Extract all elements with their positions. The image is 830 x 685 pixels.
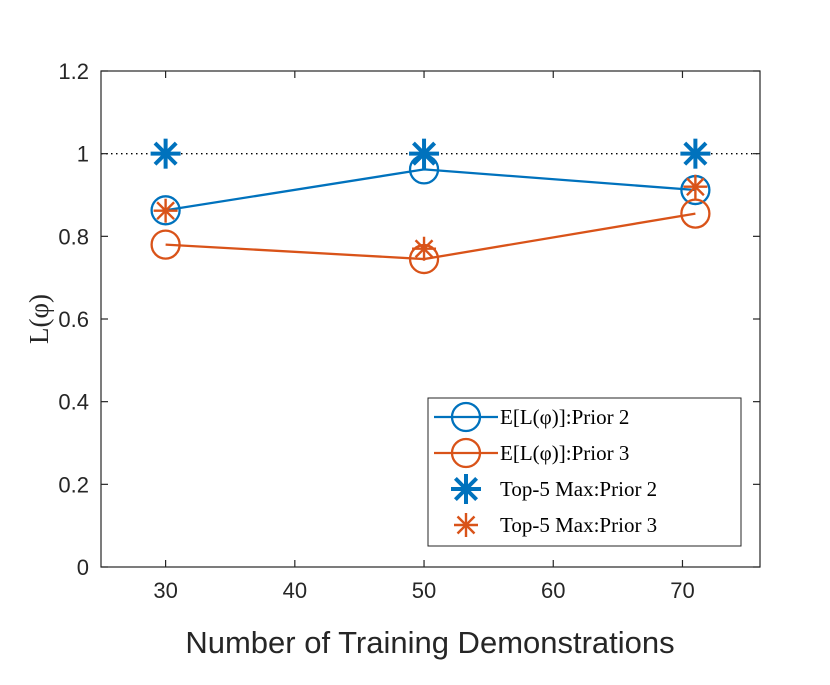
data-point-asterisk bbox=[409, 138, 440, 169]
asterisk-stroke bbox=[683, 141, 708, 166]
legend-label-top-5-max-prior-2: Top-5 Max:Prior 2 bbox=[500, 477, 657, 501]
legend-marker-asterisk bbox=[454, 513, 478, 537]
y-tick-label: 0 bbox=[77, 555, 89, 580]
legend-marker-asterisk bbox=[451, 474, 481, 504]
y-tick-label: 1 bbox=[77, 142, 89, 167]
axes: 30 40 50 60 70 0 0.2 0.4 0.6 0.8 1 1.2 bbox=[58, 59, 761, 603]
legend-label-top-5-max-prior-3: Top-5 Max:Prior 3 bbox=[500, 513, 657, 537]
y-tick-label: 0.2 bbox=[58, 472, 89, 497]
legend-marker-circle bbox=[450, 401, 482, 433]
y-tick-label: 1.2 bbox=[58, 59, 89, 84]
data-point-circle bbox=[680, 198, 711, 229]
data-point-circle bbox=[150, 229, 181, 260]
asterisk-stroke bbox=[453, 476, 479, 502]
asterisk-stroke bbox=[456, 515, 476, 535]
series-line bbox=[165, 168, 696, 212]
y-tick-label: 0.6 bbox=[58, 307, 89, 332]
legend-box bbox=[427, 397, 742, 547]
data-point-circle bbox=[150, 195, 181, 226]
x-tick-label: 60 bbox=[541, 578, 565, 603]
y-tick-label: 0.4 bbox=[58, 390, 89, 415]
asterisk-stroke bbox=[412, 141, 437, 166]
series-layer bbox=[150, 138, 711, 275]
legend: E[L(φ)]:Prior 2 E[L(φ)]:Prior 3 Top-5 Max:… bbox=[427, 397, 742, 547]
legend-label-e-l-prior-2: E[L(φ)]:Prior 2 bbox=[500, 405, 629, 429]
y-tick-label: 0.8 bbox=[58, 224, 89, 249]
data-point-asterisk bbox=[683, 174, 708, 199]
x-tick-label: 30 bbox=[153, 578, 177, 603]
series-4 bbox=[153, 174, 708, 261]
data-point-asterisk bbox=[412, 236, 437, 261]
legend-marker-circle bbox=[450, 437, 482, 469]
legend-label-e-l-prior-3: E[L(φ)]:Prior 3 bbox=[500, 441, 629, 465]
asterisk-stroke bbox=[686, 177, 705, 197]
asterisk-stroke bbox=[414, 239, 434, 259]
series-3 bbox=[150, 138, 711, 169]
x-tick-label: 70 bbox=[670, 578, 694, 603]
x-tick-label: 40 bbox=[283, 578, 307, 603]
data-point-asterisk bbox=[153, 198, 178, 223]
y-axis-label: L(φ) bbox=[24, 294, 54, 344]
data-point-asterisk bbox=[150, 138, 181, 169]
data-point-asterisk bbox=[680, 138, 711, 169]
x-tick-label: 50 bbox=[412, 578, 436, 603]
x-axis-label: Number of Training Demonstrations bbox=[185, 625, 674, 660]
asterisk-stroke bbox=[156, 201, 175, 221]
asterisk-stroke bbox=[153, 141, 178, 166]
